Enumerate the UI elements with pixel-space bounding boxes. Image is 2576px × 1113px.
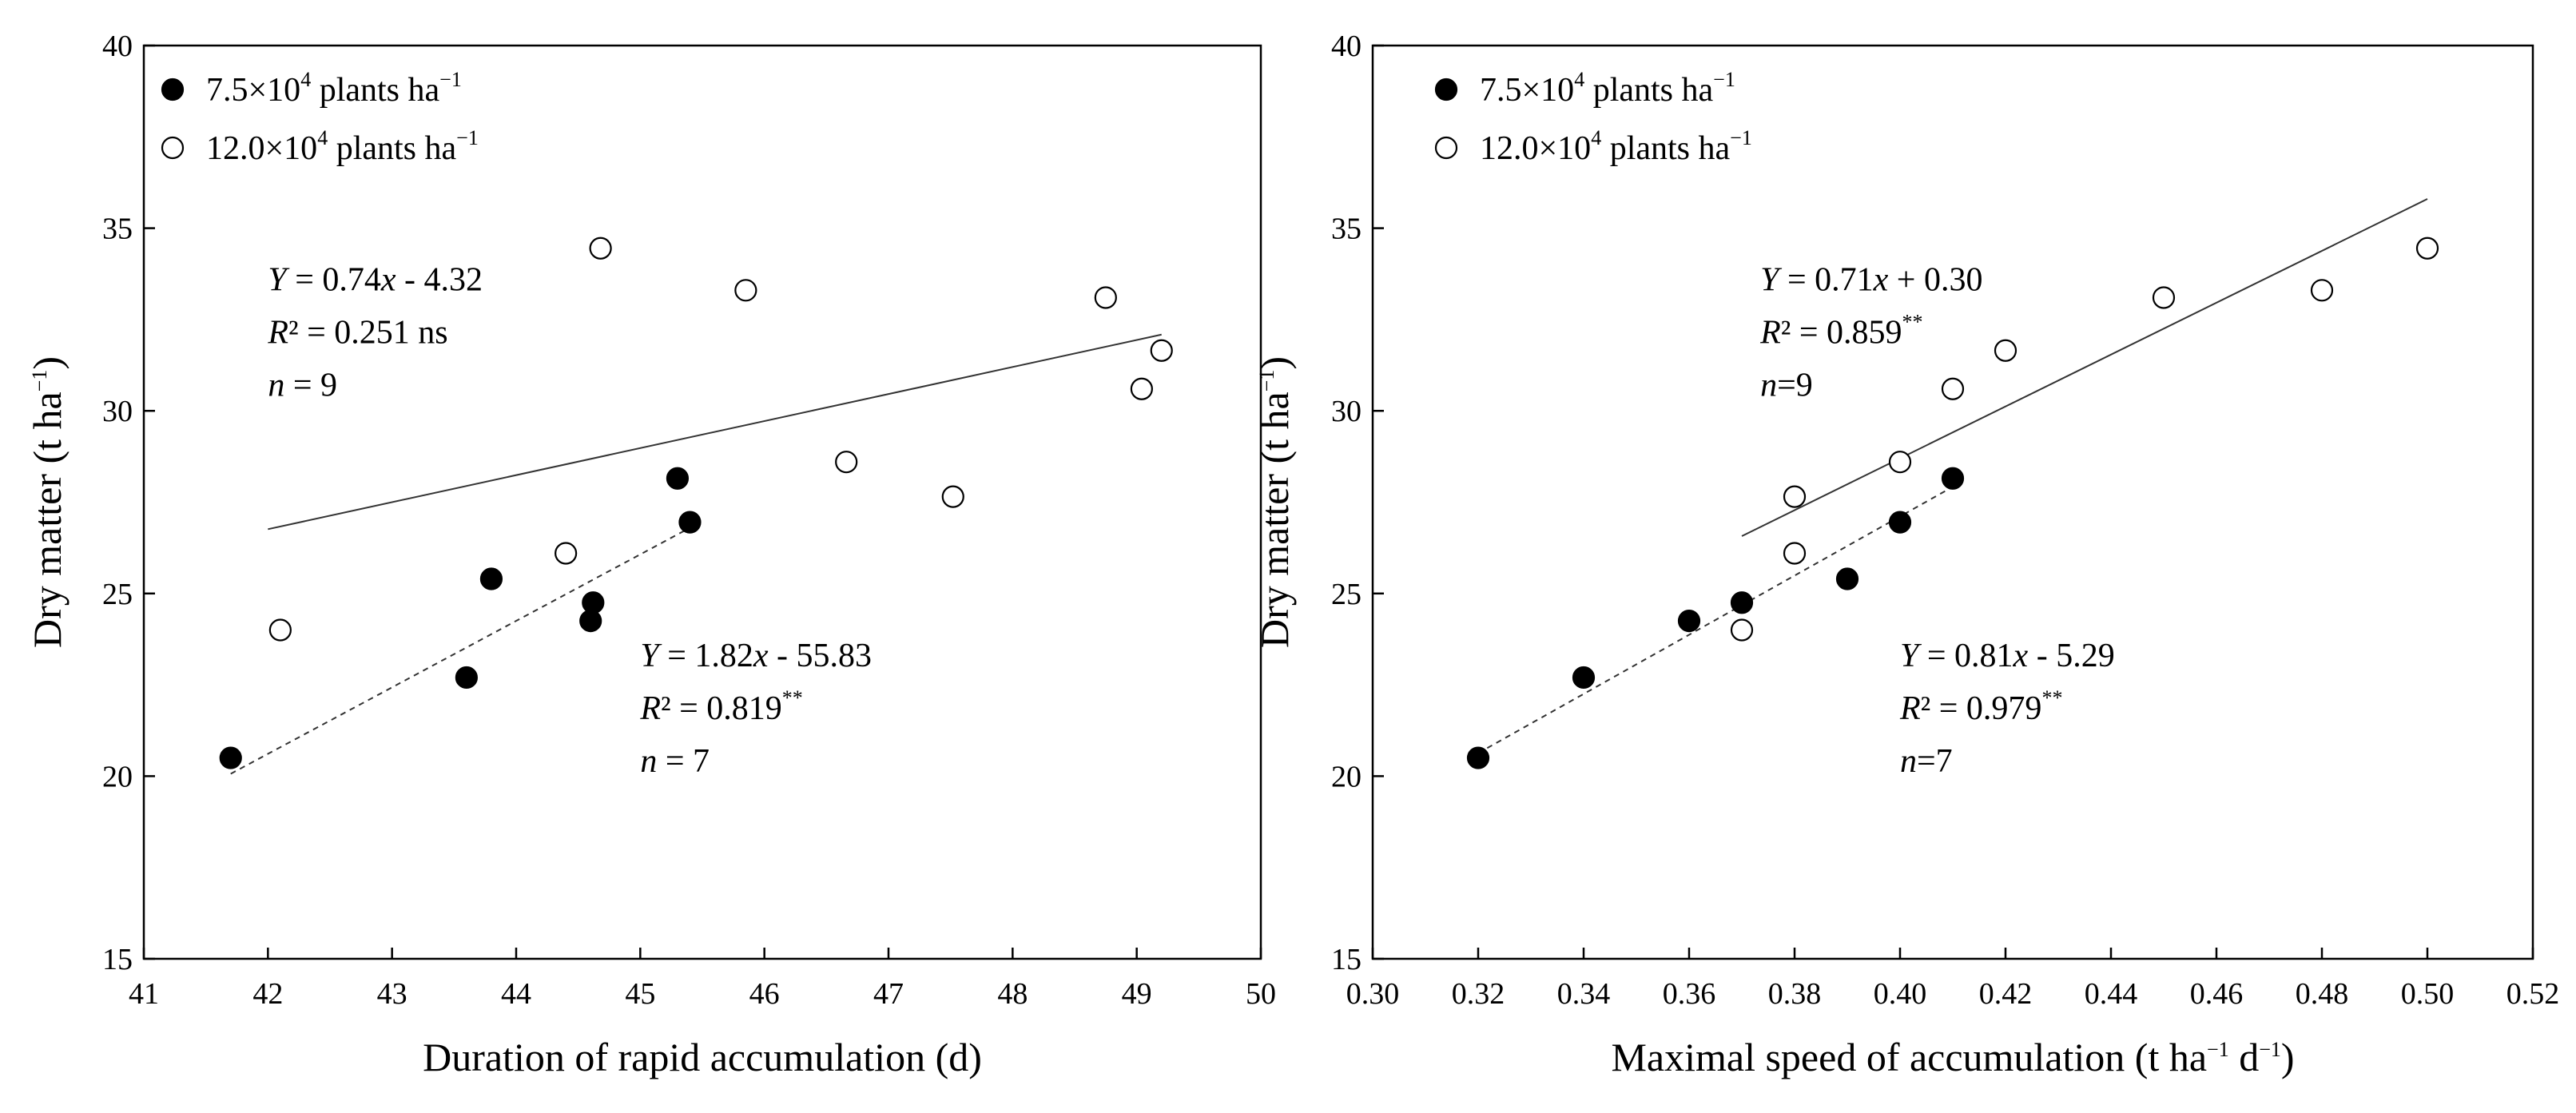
fit-line-high-density — [268, 333, 1162, 531]
regression-annotation-line: R² = 0.251 ns — [267, 314, 447, 351]
x-tick-label: 42 — [252, 977, 283, 1011]
data-point-open — [1941, 377, 1965, 400]
data-point-open — [2152, 286, 2176, 309]
data-point-open — [2415, 237, 2439, 260]
left-chart-panel: 41 42 43 44 45 46 47 48 49 50 15 20 25 30 35 40 Duration… — [25, 30, 1276, 1079]
x-tick-label: 0.34 — [1557, 977, 1611, 1011]
regression-annotation-line: R² = 0.859** — [1759, 310, 1922, 351]
legend-label: 7.5×104 plants ha−1 — [206, 68, 462, 109]
data-point-open — [1783, 485, 1807, 508]
x-tick-label: 47 — [873, 977, 904, 1011]
x-tick-label: 0.50 — [2401, 977, 2455, 1011]
y-tick-label: 35 — [102, 213, 133, 246]
data-point-open — [1130, 377, 1153, 400]
x-tick-label: 0.44 — [2085, 977, 2138, 1011]
x-tick-label: 0.36 — [1663, 977, 1716, 1011]
y-tick-label: 25 — [102, 578, 133, 611]
x-tick-label: 0.42 — [1979, 977, 2033, 1011]
data-point-filled — [1730, 591, 1754, 614]
x-axis-label: Maximal speed of accumulation (t ha−1 d−… — [1611, 1035, 2294, 1079]
data-point-open — [1994, 339, 2017, 362]
y-tick-label: 15 — [102, 943, 133, 976]
x-tick-label: 41 — [129, 977, 159, 1011]
data-point-open — [734, 279, 757, 302]
x-tick-label: 46 — [749, 977, 780, 1011]
x-tick-label: 49 — [1122, 977, 1152, 1011]
plot-frame — [1371, 44, 2534, 960]
y-tick-label: 20 — [1331, 760, 1362, 793]
x-tick-label: 50 — [1246, 977, 1276, 1011]
regression-annotation-line: Y = 0.71x + 0.30 — [1760, 261, 1982, 298]
data-point-open — [1783, 542, 1807, 565]
data-point-filled — [1677, 609, 1701, 633]
legend-marker-filled — [1434, 78, 1458, 101]
x-tick-label: 44 — [501, 977, 531, 1011]
data-point-filled — [1941, 467, 1965, 490]
fit-line-low-density — [230, 527, 690, 775]
data-point-filled — [678, 511, 702, 534]
data-point-open — [268, 618, 292, 642]
regression-annotation-line: n = 7 — [640, 743, 710, 780]
y-tick-label: 40 — [1331, 30, 1362, 63]
legend-marker-open — [161, 136, 185, 160]
x-tick-label: 0.30 — [1346, 977, 1400, 1011]
data-point-open — [589, 237, 612, 260]
fit-line-low-density — [1477, 486, 1954, 754]
legend-label: 12.0×104 plants ha−1 — [206, 126, 479, 167]
data-point-filled — [1572, 666, 1596, 690]
legend-label: 12.0×104 plants ha−1 — [1480, 126, 1752, 167]
legend-label: 7.5×104 plants ha−1 — [1480, 68, 1735, 109]
data-point-open — [1730, 618, 1754, 642]
y-tick-label: 15 — [1331, 943, 1362, 976]
data-point-open — [555, 542, 578, 565]
x-tick-label: 43 — [377, 977, 407, 1011]
data-point-open — [835, 451, 858, 474]
y-axis-label: Dry matter (t ha−1) — [1252, 356, 1297, 648]
data-point-open — [1150, 339, 1173, 362]
y-tick-label: 40 — [102, 30, 133, 63]
x-tick-label: 0.48 — [2296, 977, 2349, 1011]
right-chart-panel: 0.30 0.32 0.34 0.36 0.38 0.40 0.42 0.44 0.46 0.48… — [1252, 30, 2559, 1079]
data-point-open — [941, 485, 964, 508]
data-point-filled — [1888, 511, 1912, 534]
regression-annotation-line: Y = 0.81x - 5.29 — [1900, 638, 2115, 674]
x-tick-label: 0.38 — [1768, 977, 1822, 1011]
data-point-filled — [582, 591, 605, 614]
legend-marker-open — [1434, 136, 1458, 160]
x-tick-label: 0.40 — [1874, 977, 1927, 1011]
data-point-filled — [455, 666, 478, 690]
plot-frame — [142, 44, 1262, 960]
fit-line-high-density — [1741, 198, 2428, 537]
y-tick-label: 30 — [1331, 395, 1362, 428]
data-point-open — [1888, 451, 1912, 474]
y-tick-label: 30 — [102, 395, 133, 428]
regression-annotation-line: R² = 0.979** — [1899, 686, 2062, 727]
x-tick-label: 0.46 — [2190, 977, 2244, 1011]
y-tick-label: 25 — [1331, 578, 1362, 611]
y-axis-label: Dry matter (t ha−1) — [25, 356, 70, 648]
legend-marker-filled — [161, 78, 185, 101]
data-point-open — [1094, 286, 1117, 309]
regression-annotation-line: Y = 1.82x - 55.83 — [640, 638, 872, 674]
data-point-filled — [479, 567, 503, 590]
y-tick-label: 20 — [102, 760, 133, 793]
x-tick-label: 0.32 — [1452, 977, 1505, 1011]
data-point-filled — [579, 609, 602, 633]
x-axis-label: Duration of rapid accumulation (d) — [423, 1035, 982, 1079]
regression-annotation-line: Y = 0.74x - 4.32 — [268, 261, 483, 298]
x-tick-label: 0.52 — [2506, 977, 2560, 1011]
data-point-open — [2310, 279, 2334, 302]
regression-annotation-line: R² = 0.819** — [639, 686, 802, 727]
x-tick-label: 45 — [625, 977, 655, 1011]
regression-annotation-line: n=7 — [1900, 743, 1953, 780]
x-tick-label: 48 — [997, 977, 1028, 1011]
data-point-filled — [1835, 567, 1859, 590]
data-point-filled — [666, 467, 690, 490]
data-point-filled — [219, 746, 242, 769]
data-point-filled — [1466, 746, 1490, 769]
regression-annotation-line: n=9 — [1760, 367, 1813, 403]
regression-annotation-line: n = 9 — [268, 367, 337, 403]
y-tick-label: 35 — [1331, 213, 1362, 246]
